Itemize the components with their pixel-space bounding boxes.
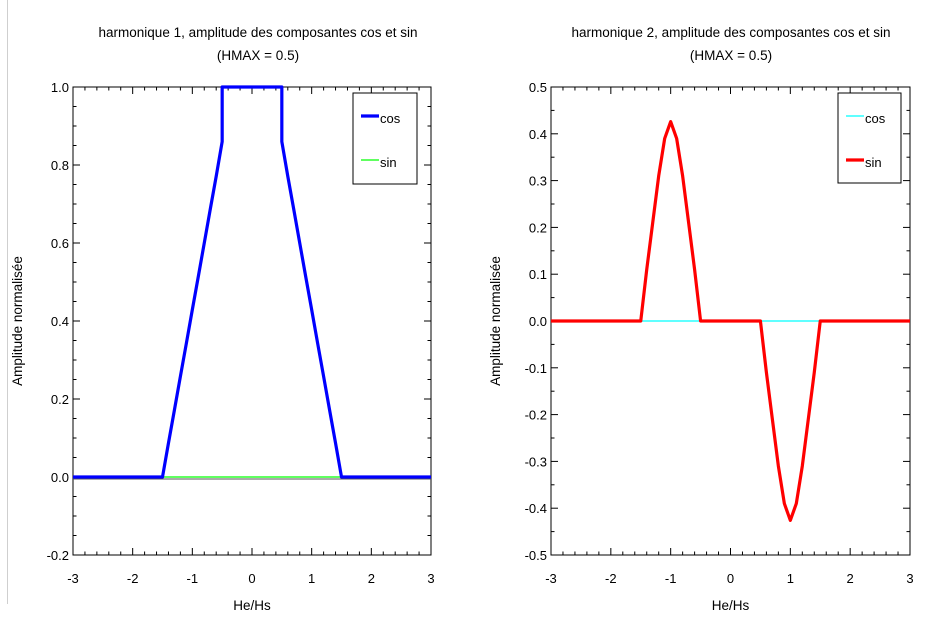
x-tick-label: -3 [67, 571, 79, 586]
x-tick-label: -3 [545, 571, 557, 586]
x-axis-label: He/Hs [712, 598, 750, 613]
legend-box [352, 92, 418, 185]
y-tick-label: -0.2 [525, 408, 547, 423]
x-tick-label: -1 [665, 571, 677, 586]
x-tick-label: 3 [427, 571, 434, 586]
y-tick-label: 0.3 [529, 174, 547, 189]
y-tick-label: -0.4 [525, 501, 547, 516]
x-tick-label: 0 [248, 571, 255, 586]
y-tick-label: 0.4 [51, 314, 69, 329]
y-tick-label: 1.0 [51, 80, 69, 95]
y-tick-label: 0.4 [529, 127, 547, 142]
series-line-sin [551, 120, 910, 522]
series-line-cos [73, 85, 431, 479]
x-tick-label: 3 [906, 571, 913, 586]
x-tick-label: -1 [187, 571, 199, 586]
legend: cos sin [837, 92, 902, 184]
y-tick-label: -0.3 [525, 454, 547, 469]
chart-subtitle: (HMAX = 0.5) [217, 48, 299, 63]
x-tick-label: 1 [787, 571, 794, 586]
legend-label-sin: sin [380, 155, 397, 170]
y-tick-label: 0.0 [51, 470, 69, 485]
x-axis-label: He/Hs [233, 598, 271, 613]
chart-title: harmonique 1, amplitude des composantes … [99, 25, 418, 40]
y-tick-label: 0.1 [529, 267, 547, 282]
x-tick-label: 0 [727, 571, 734, 586]
y-tick-label: 0.6 [51, 236, 69, 251]
y-tick-label: 0.2 [51, 392, 69, 407]
x-tick-label: -2 [605, 571, 617, 586]
x-tick-label: -2 [127, 571, 139, 586]
y-tick-label: -0.5 [525, 548, 547, 563]
y-tick-label: 0.8 [51, 158, 69, 173]
legend-label-sin: sin [865, 155, 882, 170]
chart-1: harmonique 1, amplitude des composantes … [10, 25, 435, 613]
chart-2: harmonique 2, amplitude des composantes … [488, 25, 914, 613]
x-tick-label: 1 [308, 571, 315, 586]
legend-label-cos: cos [380, 111, 401, 126]
x-tick-label: 2 [847, 571, 854, 586]
legend: cos sin [352, 92, 418, 185]
y-tick-label: 0.5 [529, 80, 547, 95]
y-tick-label: 0.2 [529, 220, 547, 235]
legend-label-cos: cos [865, 111, 886, 126]
chart-subtitle: (HMAX = 0.5) [690, 48, 772, 63]
legend-box [837, 92, 902, 184]
y-tick-label: -0.2 [47, 548, 69, 563]
page-left-border [7, 0, 8, 604]
y-axis-label: Amplitude normalisée [488, 256, 503, 386]
y-tick-label: -0.1 [525, 361, 547, 376]
chart-title: harmonique 2, amplitude des composantes … [572, 25, 891, 40]
x-tick-label: 2 [368, 571, 375, 586]
y-tick-label: 0.0 [529, 314, 547, 329]
y-axis-label: Amplitude normalisée [10, 256, 25, 386]
